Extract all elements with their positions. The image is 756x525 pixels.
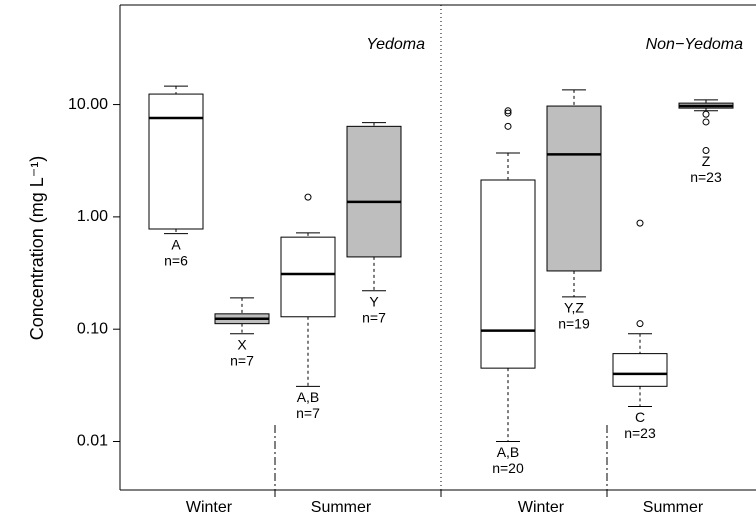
- outlier: [636, 219, 644, 227]
- group-letter: A,B: [297, 389, 320, 405]
- y-tick-label: 10.00: [68, 96, 108, 113]
- group-letter: Y: [369, 293, 379, 309]
- group-letter: A,B: [497, 444, 520, 460]
- x-tick-label: Winter: [518, 499, 565, 516]
- box: [148, 93, 204, 230]
- outlier: [636, 320, 644, 328]
- outlier: [702, 146, 710, 154]
- y-tick-label: 0.01: [77, 433, 108, 450]
- outlier: [702, 110, 710, 118]
- outlier: [702, 118, 710, 126]
- outlier: [504, 122, 512, 130]
- group-label: Non−Yedoma: [646, 36, 744, 53]
- y-tick-label: 1.00: [77, 208, 108, 225]
- group-letter: X: [237, 336, 247, 352]
- box: [280, 236, 336, 318]
- y-tick-label: 0.10: [77, 320, 108, 337]
- sample-size: n=20: [492, 460, 524, 476]
- group-letter: A: [171, 236, 181, 252]
- sample-size: n=19: [558, 316, 590, 332]
- group-letter: Y,Z: [564, 300, 584, 316]
- outlier: [304, 193, 312, 201]
- y-axis-label: Concentration (mg L⁻¹): [27, 156, 47, 341]
- sample-size: n=7: [296, 405, 320, 421]
- group-letter: Z: [702, 153, 711, 169]
- sample-size: n=23: [624, 425, 656, 441]
- outlier: [504, 109, 512, 117]
- sample-size: n=7: [362, 309, 386, 325]
- box: [346, 125, 402, 258]
- box: [546, 105, 602, 272]
- x-tick-label: Winter: [186, 499, 233, 516]
- x-tick-label: Summer: [643, 499, 704, 516]
- sample-size: n=23: [690, 169, 722, 185]
- outlier: [504, 107, 512, 115]
- x-tick-label: Summer: [311, 499, 372, 516]
- group-letter: C: [635, 409, 645, 425]
- group-label: Yedoma: [366, 36, 425, 53]
- sample-size: n=6: [164, 252, 188, 268]
- box: [480, 179, 536, 369]
- sample-size: n=7: [230, 352, 254, 368]
- box: [612, 353, 668, 387]
